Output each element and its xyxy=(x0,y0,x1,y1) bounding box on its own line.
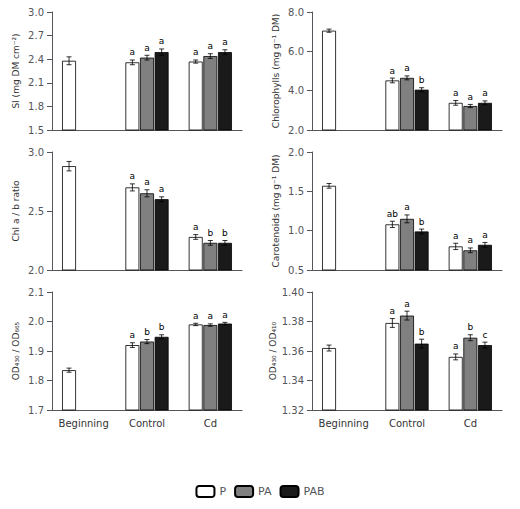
svg-text:Chl a / b ratio: Chl a / b ratio xyxy=(11,180,21,241)
svg-text:OD₄₃₀ / OD₆₆₅: OD₄₃₀ / OD₆₆₅ xyxy=(11,321,21,380)
svg-text:a: a xyxy=(159,184,165,194)
svg-text:a: a xyxy=(208,311,214,321)
svg-text:a: a xyxy=(208,41,214,51)
svg-text:8.0: 8.0 xyxy=(288,7,304,18)
svg-text:a: a xyxy=(453,341,459,351)
svg-text:2.0: 2.0 xyxy=(28,316,44,327)
svg-text:b: b xyxy=(467,322,473,332)
svg-text:a: a xyxy=(482,88,488,98)
svg-text:1.8: 1.8 xyxy=(28,375,44,386)
svg-text:2.1: 2.1 xyxy=(28,77,44,88)
svg-text:4.0: 4.0 xyxy=(288,85,304,96)
svg-text:1.38: 1.38 xyxy=(282,316,304,327)
svg-text:a: a xyxy=(159,36,165,46)
svg-text:Cd: Cd xyxy=(464,418,477,429)
svg-text:1.36: 1.36 xyxy=(282,346,304,357)
svg-text:1.40: 1.40 xyxy=(282,287,304,298)
svg-text:Beginning: Beginning xyxy=(319,418,369,429)
svg-text:Control: Control xyxy=(389,418,425,429)
svg-text:Chlorophylls (mg g⁻¹ DM): Chlorophylls (mg g⁻¹ DM) xyxy=(271,14,281,128)
svg-text:1.5: 1.5 xyxy=(28,125,44,136)
svg-text:a: a xyxy=(130,330,136,340)
svg-text:2.5: 2.5 xyxy=(28,206,44,217)
svg-text:a: a xyxy=(404,63,410,73)
svg-text:a: a xyxy=(144,177,150,187)
svg-text:b: b xyxy=(207,228,213,238)
svg-text:a: a xyxy=(404,202,410,212)
svg-text:Control: Control xyxy=(129,418,165,429)
svg-text:0.5: 0.5 xyxy=(288,265,304,276)
svg-text:1.7: 1.7 xyxy=(28,405,44,416)
svg-text:6.0: 6.0 xyxy=(288,46,304,57)
svg-text:a: a xyxy=(130,47,136,57)
svg-text:b: b xyxy=(222,228,228,238)
svg-text:a: a xyxy=(468,235,474,245)
svg-text:2.1: 2.1 xyxy=(28,287,44,298)
svg-text:b: b xyxy=(159,322,165,332)
svg-text:a: a xyxy=(222,37,228,47)
svg-text:b: b xyxy=(144,327,150,337)
svg-text:1.8: 1.8 xyxy=(28,101,44,112)
svg-text:2.0: 2.0 xyxy=(288,125,304,136)
svg-text:SI (mg DM cm⁻²): SI (mg DM cm⁻²) xyxy=(11,33,21,108)
svg-text:a: a xyxy=(193,222,199,232)
svg-text:2.7: 2.7 xyxy=(28,30,44,41)
svg-text:1.0: 1.0 xyxy=(288,225,304,236)
svg-text:1.32: 1.32 xyxy=(282,405,304,416)
svg-text:b: b xyxy=(419,75,425,85)
svg-text:1.5: 1.5 xyxy=(288,186,304,197)
svg-text:Cd: Cd xyxy=(204,418,217,429)
svg-text:b: b xyxy=(419,327,425,337)
svg-text:a: a xyxy=(453,231,459,241)
svg-text:a: a xyxy=(390,306,396,316)
svg-text:a: a xyxy=(468,92,474,102)
svg-text:1.9: 1.9 xyxy=(28,346,44,357)
svg-text:a: a xyxy=(222,310,228,320)
svg-text:c: c xyxy=(482,330,487,340)
svg-text:a: a xyxy=(130,171,136,181)
svg-text:3.0: 3.0 xyxy=(28,147,44,158)
svg-text:a: a xyxy=(193,311,199,321)
svg-text:OD₄₃₀ / OD₄₁₀: OD₄₃₀ / OD₄₁₀ xyxy=(268,321,278,380)
svg-text:Beginning: Beginning xyxy=(59,418,109,429)
svg-text:2.0: 2.0 xyxy=(28,265,44,276)
svg-text:PA: PA xyxy=(258,485,272,498)
svg-text:PAB: PAB xyxy=(304,485,325,498)
svg-text:a: a xyxy=(453,88,459,98)
svg-text:a: a xyxy=(144,43,150,53)
svg-text:a: a xyxy=(482,230,488,240)
svg-text:a: a xyxy=(404,299,410,309)
svg-text:Carotenoids (mg g⁻¹ DM): Carotenoids (mg g⁻¹ DM) xyxy=(271,155,281,268)
svg-text:3.0: 3.0 xyxy=(28,7,44,18)
svg-text:2.4: 2.4 xyxy=(28,54,44,65)
svg-text:b: b xyxy=(419,217,425,227)
svg-text:2.0: 2.0 xyxy=(288,147,304,158)
svg-text:a: a xyxy=(390,66,396,76)
svg-text:a: a xyxy=(193,47,199,57)
svg-text:P: P xyxy=(219,485,226,498)
svg-text:1.34: 1.34 xyxy=(282,375,304,386)
svg-text:ab: ab xyxy=(387,209,399,219)
